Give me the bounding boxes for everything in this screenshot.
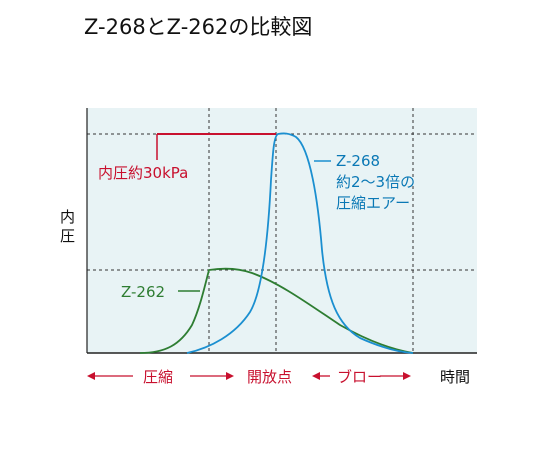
phase-compression-label: 圧縮 xyxy=(143,368,173,386)
z268-label: Z-268 xyxy=(336,152,380,170)
z268-desc-line2: 約2〜3倍の xyxy=(336,173,415,191)
blow-arrowhead-right xyxy=(403,372,411,380)
phase-arrows xyxy=(87,372,411,380)
plot-area xyxy=(87,108,477,353)
compression-arrowhead-left xyxy=(87,372,95,380)
y-label-char-2: 圧 xyxy=(60,227,75,245)
compression-arrowhead-right xyxy=(226,372,234,380)
blow-arrowhead-left xyxy=(312,372,320,380)
diagram-title: Z-268とZ-262の比較図 xyxy=(84,15,312,39)
y-label-char-1: 内 xyxy=(60,208,75,226)
z262-label: Z-262 xyxy=(121,283,165,301)
phase-valve-open-label: 開放点 xyxy=(247,368,292,386)
x-axis-label: 時間 xyxy=(440,368,470,386)
z268-curve xyxy=(186,132,414,354)
z268-desc-line3: 圧縮エアー xyxy=(336,194,410,212)
phase-blow-label: ブロー xyxy=(337,368,382,386)
pressure-label: 内圧約30kPa xyxy=(98,164,188,182)
